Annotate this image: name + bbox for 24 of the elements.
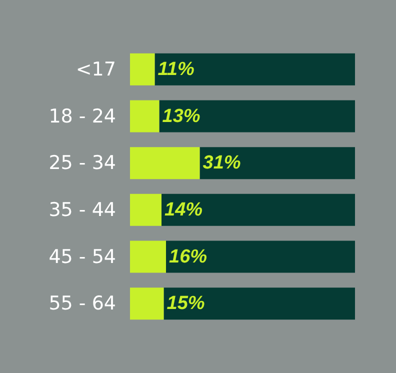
y-tick-label: <17 [76, 58, 116, 80]
y-tick-label: 45 - 54 [48, 246, 116, 268]
data-label: 16% [169, 246, 208, 268]
bar [154, 53, 355, 86]
bar [130, 288, 164, 320]
bar [166, 240, 355, 273]
bar [130, 147, 200, 180]
y-tick-label: 55 - 64 [48, 292, 116, 315]
data-label: 11% [158, 58, 194, 80]
bar [159, 100, 355, 132]
data-label: 14% [164, 199, 203, 220]
data-label: 31% [202, 152, 241, 174]
bar [130, 100, 160, 132]
data-label: 13% [162, 106, 200, 127]
bar [130, 194, 162, 226]
y-tick-label: 35 - 44 [48, 198, 116, 221]
data-label: 15% [166, 293, 205, 314]
bar [200, 147, 355, 180]
bar [130, 240, 166, 273]
bar [164, 288, 355, 320]
y-tick-label: 25 - 34 [48, 152, 116, 174]
y-tick-label: 18 - 24 [48, 105, 116, 128]
bar [162, 194, 355, 226]
bar [130, 53, 155, 86]
